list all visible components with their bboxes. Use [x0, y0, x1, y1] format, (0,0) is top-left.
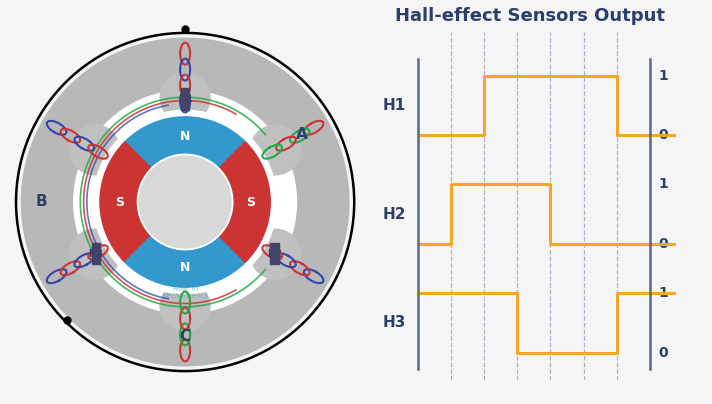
Circle shape [251, 125, 300, 175]
Text: 0: 0 [658, 128, 668, 143]
Circle shape [21, 38, 349, 366]
Text: A: A [295, 127, 308, 142]
Text: H1: H1 [383, 98, 406, 113]
Text: 1: 1 [658, 69, 668, 83]
Text: 1: 1 [658, 286, 668, 300]
Text: S: S [115, 196, 124, 208]
Bar [270, 243, 278, 264]
Text: H2: H2 [382, 207, 406, 222]
Text: N: N [180, 261, 190, 274]
Circle shape [251, 229, 300, 279]
Text: H3: H3 [88, 248, 103, 259]
Bar [181, 88, 189, 109]
Wedge shape [125, 117, 246, 167]
Circle shape [140, 156, 231, 248]
Text: N: N [180, 130, 190, 143]
Circle shape [93, 110, 277, 294]
Text: How To
Mechatronics: How To Mechatronics [162, 286, 209, 299]
Text: H2: H2 [267, 248, 282, 259]
Text: S: S [246, 196, 255, 208]
Text: B: B [35, 194, 47, 210]
Wedge shape [220, 142, 271, 262]
Circle shape [70, 125, 120, 175]
Text: 1: 1 [658, 177, 668, 191]
Text: 0: 0 [658, 345, 668, 360]
Circle shape [70, 229, 120, 279]
Circle shape [160, 281, 210, 331]
Bar [92, 243, 100, 264]
Text: C: C [179, 329, 191, 344]
Circle shape [160, 73, 210, 123]
Title: Hall-effect Sensors Output: Hall-effect Sensors Output [395, 7, 666, 25]
Text: H1: H1 [178, 94, 192, 104]
Text: H3: H3 [382, 315, 406, 330]
Circle shape [74, 90, 296, 314]
Wedge shape [125, 237, 246, 287]
Wedge shape [100, 142, 150, 262]
Text: 0: 0 [658, 237, 668, 251]
